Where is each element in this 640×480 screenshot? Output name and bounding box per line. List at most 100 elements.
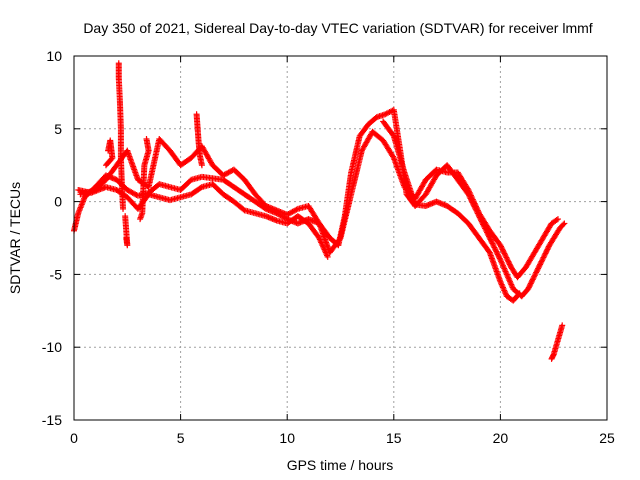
data-point	[536, 262, 543, 269]
data-point	[486, 235, 493, 241]
data-point	[489, 240, 496, 247]
data-point	[554, 216, 561, 223]
data-point	[527, 281, 534, 288]
data-point	[543, 247, 550, 254]
data-point	[137, 216, 144, 223]
data-point	[503, 254, 510, 261]
data-point	[526, 283, 533, 290]
data-point	[499, 246, 506, 253]
data-point	[496, 255, 503, 262]
data-point	[527, 280, 534, 287]
data-point	[466, 189, 473, 196]
data-point	[543, 249, 550, 256]
data-point	[491, 244, 498, 251]
data-point	[493, 248, 500, 255]
series-track-c	[75, 181, 331, 260]
data-point	[545, 245, 552, 252]
data-point	[531, 273, 538, 280]
y-tick-label: -15	[42, 412, 62, 428]
data-point	[466, 188, 473, 195]
data-point	[465, 186, 472, 193]
y-tick-label: 0	[54, 194, 62, 210]
data-point	[103, 161, 110, 168]
data-point	[336, 236, 343, 243]
data-point	[530, 275, 537, 282]
series-spike-5	[193, 111, 205, 169]
series-track-b	[77, 128, 561, 281]
data-point	[529, 276, 536, 283]
data-point	[389, 153, 396, 160]
data-point	[497, 242, 504, 249]
data-point	[525, 284, 532, 291]
x-tick-label: 25	[599, 430, 615, 446]
x-tick-label: 0	[70, 430, 78, 446]
y-tick-label: 10	[46, 48, 62, 64]
data-point	[498, 243, 505, 250]
data-point	[487, 236, 494, 243]
data-point	[102, 162, 109, 169]
data-point	[538, 258, 545, 265]
x-tick-label: 15	[386, 430, 402, 446]
data-point	[540, 254, 547, 261]
data-point	[533, 269, 540, 276]
x-axis-label: GPS time / hours	[287, 457, 394, 473]
data-point	[474, 207, 481, 214]
data-point	[535, 265, 542, 272]
data-point	[559, 322, 566, 329]
data-point	[516, 290, 523, 297]
data-point	[494, 251, 501, 258]
plot-frame	[73, 55, 608, 421]
series-spike-1	[115, 60, 127, 212]
data-point	[495, 252, 502, 259]
x-tick-label: 20	[493, 430, 509, 446]
data-point	[474, 206, 481, 213]
data-point	[473, 204, 480, 211]
data-point	[472, 203, 479, 210]
data-point	[531, 272, 538, 279]
grid-lines	[74, 56, 607, 420]
series-spike-2	[122, 213, 131, 249]
data-point	[240, 206, 247, 213]
data-point	[492, 247, 499, 254]
data-point	[122, 213, 129, 220]
data-point	[494, 250, 501, 257]
data-point	[490, 243, 497, 250]
data-point	[496, 254, 503, 261]
data-point	[506, 260, 513, 267]
data-point	[467, 191, 474, 198]
y-tick-label: -5	[50, 266, 63, 282]
data-point	[515, 291, 522, 298]
data-point	[561, 220, 568, 227]
data-point	[389, 131, 396, 138]
y-tick-label: -10	[42, 339, 62, 355]
data-point	[471, 200, 478, 207]
data-point	[469, 195, 476, 202]
data-point	[504, 257, 511, 264]
data-point	[315, 219, 322, 226]
data-point	[293, 206, 300, 213]
data-point	[500, 247, 507, 254]
series-track-a	[71, 106, 568, 300]
data-point	[501, 250, 508, 257]
y-axis-label: SDTVAR / TECUs	[7, 182, 23, 294]
data-point	[470, 197, 477, 204]
data-point	[537, 260, 544, 267]
y-tick-label: 5	[54, 121, 62, 137]
data-point	[532, 270, 539, 277]
data-point	[467, 192, 474, 199]
series-track-d	[380, 118, 523, 304]
data-point	[539, 257, 546, 264]
data-point	[542, 250, 549, 257]
data-point	[535, 264, 542, 271]
data-point	[539, 255, 546, 262]
data-point	[553, 216, 560, 223]
data-point	[544, 246, 551, 253]
data-point	[468, 193, 475, 200]
data-point	[488, 239, 495, 246]
chart-title: Day 350 of 2021, Sidereal Day-to-day VTE…	[83, 20, 592, 36]
series-late-tail	[548, 322, 566, 362]
series-spike-3	[102, 137, 116, 169]
data-point	[324, 253, 331, 260]
data-point	[502, 253, 509, 260]
